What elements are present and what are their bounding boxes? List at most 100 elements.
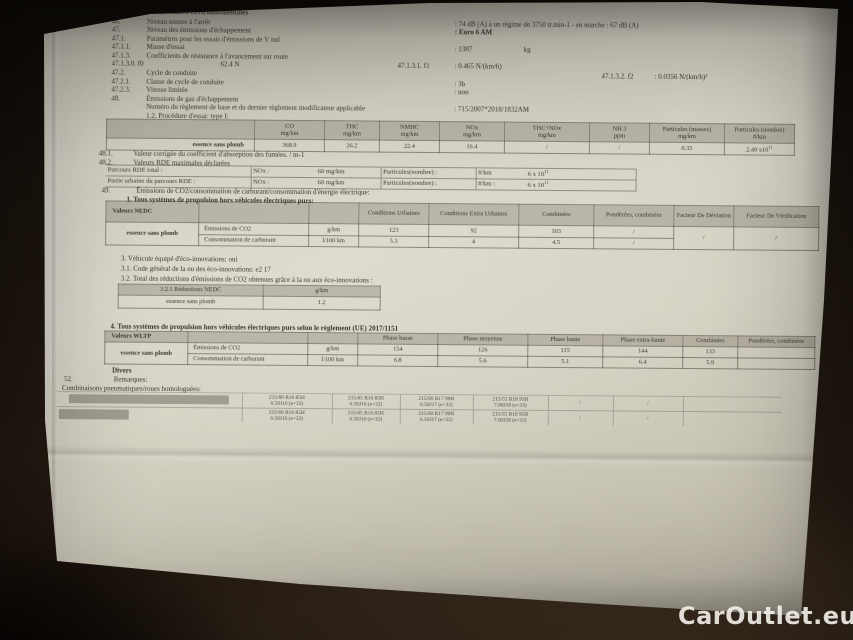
col-thc-nox: THC+NOx mg/km <box>504 122 590 142</box>
param-unit: g/km <box>307 343 358 355</box>
param-label: Émissions de CO2 <box>198 222 309 236</box>
value: 133 <box>682 346 738 358</box>
cell-empty <box>308 202 359 224</box>
tyre-empty-cell: / <box>612 395 683 412</box>
col-co: CO mg/km <box>254 120 325 140</box>
item-number-f1: 47.1.3.1. f1 <box>397 62 430 71</box>
slash-mark <box>684 404 780 405</box>
value-nox: 16.4 <box>439 140 505 154</box>
rim-size: 6.50J16 (e=32) <box>270 415 304 423</box>
item-number: 47.1.1. <box>111 42 131 51</box>
col-ponderees: Pondérées, combinées <box>737 335 815 348</box>
rim-size: 6.50J17 (e=32) <box>419 401 453 409</box>
eco-reductions-table: 3.2.1 Réductions NEDC g/km essence sans … <box>118 284 381 311</box>
watermark-text: CarOutlet.eu <box>678 602 853 630</box>
tyre-empty-cell <box>682 396 782 413</box>
value: 92 <box>428 224 519 237</box>
item-number: 46. <box>111 16 121 26</box>
rim-size: 6.50J17 (e=32) <box>419 417 453 424</box>
header-unit: mg/km <box>678 132 696 141</box>
rim-size: 7.00J18 (e=33) <box>493 417 527 424</box>
tyre-combo: 215/55 R18 95H 7.00J18 (e=33) <box>472 394 548 411</box>
exponent: 11 <box>544 168 549 174</box>
item-label: Remarques: <box>113 375 148 384</box>
cell-empty <box>187 331 308 344</box>
col-thc: THC mg/km <box>324 120 380 141</box>
value: 126 <box>437 344 528 357</box>
item-number: 47.2.3. <box>111 85 131 94</box>
item-unit: kg <box>523 46 531 55</box>
tyre-combo: 215/55 R18 95H 7.00J18 (e=33) <box>472 409 548 426</box>
vertical-fold <box>52 24 61 570</box>
tyre-combo: 215/60 R17 98H 6.50J17 (e=32) <box>399 409 473 425</box>
rim-size: 6.50J16 (e=32) <box>349 401 383 408</box>
value-thc-nox: / <box>504 141 590 154</box>
col-phase-moyenne: Phase moyenne <box>437 333 528 346</box>
rim-size: 7.00J18 (e=33) <box>493 402 527 409</box>
value: 6.8 <box>357 354 438 367</box>
value: 123 <box>358 223 429 236</box>
item-label: Niveau des émissions d'échappement <box>146 25 251 35</box>
item-value: : 715/2007*2018/1832AM <box>454 105 530 115</box>
col-facteur-verification: Facteur De Vérification <box>733 205 819 228</box>
item-number: 48.1. <box>98 149 113 158</box>
header-unit: mg/km <box>538 131 556 139</box>
cell-empty <box>106 118 255 140</box>
value-deviation: / <box>673 226 734 250</box>
col-phase-extra-haute: Phase extra-haute <box>602 334 683 347</box>
item-number: 47. <box>111 25 121 34</box>
tyre-empty-cell <box>682 411 782 427</box>
item-number: 47.2. <box>111 68 126 77</box>
value: 5.6 <box>437 355 528 368</box>
header-unit: mg/km <box>280 129 299 137</box>
item-number: 47.1.3. <box>111 51 131 60</box>
col-nox: NOx mg/km <box>439 121 505 142</box>
col-part-number: Particules (nombre) #/km <box>724 123 795 144</box>
value: 4.5 <box>518 236 594 249</box>
param-unit: l/100 km <box>308 235 359 247</box>
item-label: Émissions de gaz d'échappement <box>146 94 239 104</box>
value <box>737 357 815 370</box>
tyre-combo: 215/60 R16 85H 6.50J16 (e=32) <box>241 408 332 424</box>
item-number-f2: 47.1.3.2. f2 <box>601 72 634 81</box>
item-number: 52. <box>64 375 73 384</box>
line-eco-3: 3. Véhicule équipé d'éco-innovations: ou… <box>120 254 238 264</box>
value-text: 2.49 x10 <box>746 146 769 154</box>
value-thc: 26.2 <box>324 139 380 153</box>
item-label: Paramètres pour les essais d'émissions d… <box>146 34 280 44</box>
item-label: Classe de cycle de conduite <box>146 77 224 87</box>
divers-heading: Divers <box>112 366 132 375</box>
tyre-wheel-table: 215/60 R16 85H 6.50J16 (e=32) 215/65 R16 … <box>56 391 782 427</box>
param-label: Consommation de carburant <box>198 234 309 247</box>
redacted-label <box>68 394 229 405</box>
slash-mark: / <box>579 415 582 422</box>
tyre-combo: 215/65 R16 85H 6.50J16 (e=32) <box>331 393 400 410</box>
col-facteur-deviation: Facteur De Déviation <box>673 205 734 227</box>
col-phase-basse: Phase basse <box>357 332 438 345</box>
exponent: 11 <box>768 144 773 150</box>
fuel-type-label: essence sans plomb <box>118 295 264 310</box>
col-nh3: NH 3 ppm <box>589 122 650 143</box>
col-nmhc: NMHC mg/km <box>379 121 440 141</box>
exponent: 11 <box>544 179 549 185</box>
value <box>737 346 815 359</box>
wltp-table: Valeurs WLTP Phase basse Phase moyenne P… <box>104 330 815 370</box>
header-unit: mg/km <box>463 131 481 139</box>
tyre-combo: 215/65 R16 85H 6.50J16 (e=32) <box>331 408 400 424</box>
item-value-f0: 62.4 N <box>220 60 240 69</box>
header-unit: mg/km <box>343 130 361 138</box>
document-content: Performances environnementales 46. Nivea… <box>46 4 832 576</box>
rde-nox-value: 60 mg/km <box>315 166 381 179</box>
item-number: 47.1.3.0. f0 <box>111 59 144 69</box>
item-label: Masse d'essai <box>146 43 185 52</box>
wltp-corner: Valeurs WLTP <box>104 330 188 343</box>
value: 103 <box>518 225 594 238</box>
param-unit: l/100 km <box>307 354 358 366</box>
slash-mark: / <box>579 400 582 407</box>
tyre-empty-cell: / <box>547 395 613 412</box>
value: 5.1 <box>527 356 603 368</box>
performance-section: Performances environnementales 46. Nivea… <box>107 7 822 125</box>
rim-size: 6.50J16 (e=32) <box>270 400 304 408</box>
